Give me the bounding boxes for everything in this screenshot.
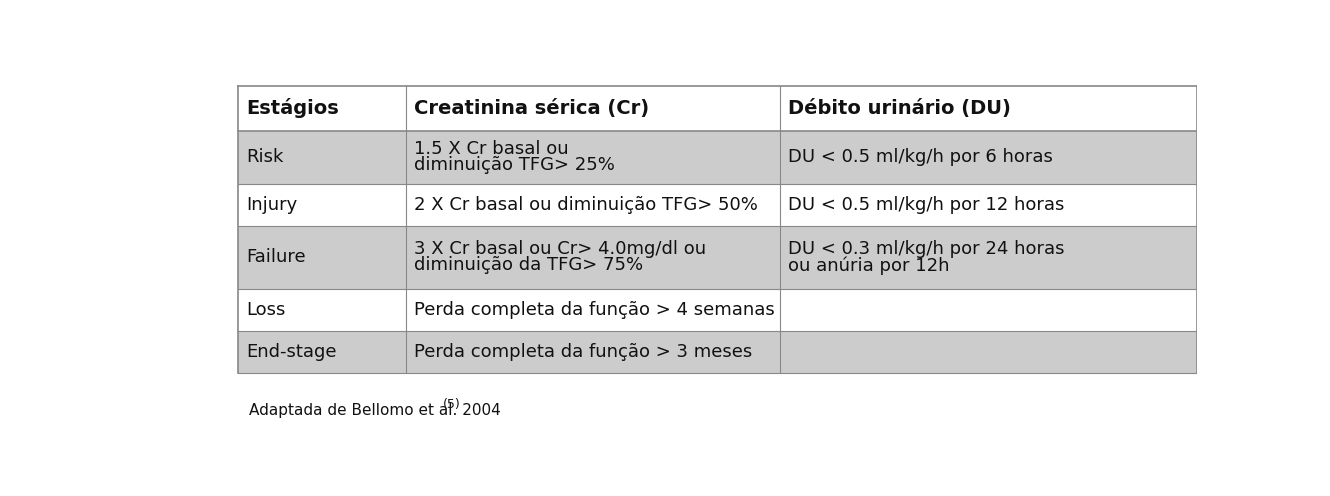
Text: Loss: Loss (246, 301, 286, 319)
Bar (238, 130, 1197, 184)
Bar (238, 184, 1197, 226)
Text: Risk: Risk (246, 148, 285, 166)
Bar (238, 331, 1197, 372)
Text: diminuição TFG> 25%: diminuição TFG> 25% (415, 156, 616, 174)
Text: diminuição da TFG> 75%: diminuição da TFG> 75% (415, 256, 644, 274)
Text: Creatinina sérica (Cr): Creatinina sérica (Cr) (415, 99, 649, 118)
Text: DU < 0.3 ml/kg/h por 24 horas: DU < 0.3 ml/kg/h por 24 horas (789, 240, 1065, 258)
Text: DU < 0.5 ml/kg/h por 12 horas: DU < 0.5 ml/kg/h por 12 horas (789, 196, 1064, 214)
Text: 3 X Cr basal ou Cr> 4.0mg/dl ou: 3 X Cr basal ou Cr> 4.0mg/dl ou (415, 240, 706, 258)
Text: Estágios: Estágios (246, 98, 339, 119)
Text: 1.5 X Cr basal ou: 1.5 X Cr basal ou (415, 140, 569, 158)
Bar (238, 86, 1197, 130)
Text: 2 X Cr basal ou diminuição TFG> 50%: 2 X Cr basal ou diminuição TFG> 50% (415, 196, 758, 214)
Text: (5): (5) (443, 397, 460, 411)
Bar (238, 226, 1197, 289)
Text: Débito urinário (DU): Débito urinário (DU) (789, 99, 1011, 118)
Text: Failure: Failure (246, 248, 306, 266)
Text: End-stage: End-stage (246, 343, 336, 361)
Text: Perda completa da função > 4 semanas: Perda completa da função > 4 semanas (415, 301, 775, 319)
Text: Injury: Injury (246, 196, 298, 214)
Text: DU < 0.5 ml/kg/h por 6 horas: DU < 0.5 ml/kg/h por 6 horas (789, 148, 1053, 166)
Text: ou anúria por 12h: ou anúria por 12h (789, 256, 950, 275)
Text: Perda completa da função > 3 meses: Perda completa da função > 3 meses (415, 343, 753, 361)
Text: Adaptada de Bellomo et al. 2004: Adaptada de Bellomo et al. 2004 (249, 403, 500, 419)
Bar (238, 289, 1197, 331)
